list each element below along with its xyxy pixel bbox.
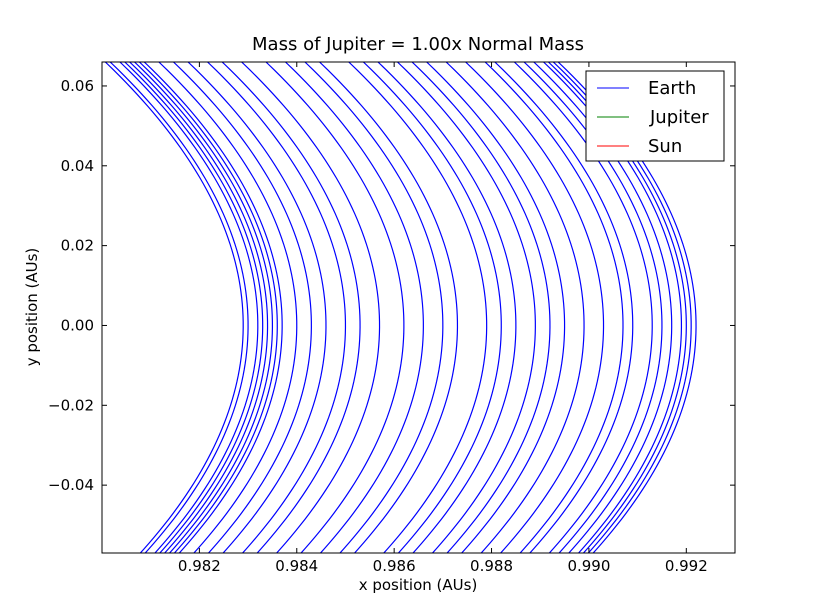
x-axis: 0.982 0.984 0.986 0.988 0.990 0.992 (178, 62, 708, 575)
series-layer (104, 62, 697, 553)
earth-orbit-arc (109, 62, 249, 553)
y-axis-title: y position (AUs) (23, 248, 41, 367)
earth-orbit-arc (206, 62, 347, 553)
y-tick-label: 0.02 (61, 237, 94, 255)
earth-orbit-arc (318, 62, 459, 553)
earth-orbit-arc (158, 62, 298, 553)
plot-area-frame (101, 61, 736, 554)
earth-orbit-arc (513, 62, 653, 553)
earth-orbit-arc (119, 62, 259, 553)
legend: Earth Jupiter Sun (585, 70, 725, 162)
earth-orbit-arc (172, 62, 312, 553)
earth-orbit-arc (221, 62, 361, 553)
y-tick-label: −0.02 (48, 396, 94, 414)
earth-orbit-arc (265, 62, 405, 553)
earth-orbit-arc (411, 62, 551, 553)
earth-orbit-arc (123, 62, 264, 553)
earth-orbit-arc (240, 62, 381, 553)
y-tick-label: 0.00 (61, 316, 94, 334)
y-tick-label: 0.04 (61, 157, 94, 175)
x-tick-label: 0.984 (275, 557, 318, 575)
x-tick-label: 0.990 (567, 557, 610, 575)
x-tick-label: 0.986 (373, 557, 416, 575)
earth-orbit-arc (484, 62, 624, 553)
earth-orbit-arc (187, 62, 327, 553)
earth-orbit-arc (362, 62, 502, 553)
earth-orbit-arc (425, 62, 566, 553)
earth-orbit-arc (138, 62, 278, 553)
x-tick-label: 0.992 (665, 557, 708, 575)
earth-orbit-arc (377, 62, 517, 553)
y-tick-label: −0.04 (48, 476, 94, 494)
legend-label-earth: Earth (648, 78, 696, 99)
legend-label-jupiter: Jupiter (649, 107, 709, 128)
x-tick-label: 0.988 (470, 557, 513, 575)
earth-orbit-arc (396, 62, 536, 553)
earth-orbit-arc (104, 62, 244, 553)
chart-title: Mass of Jupiter = 1.00x Normal Mass (252, 34, 584, 55)
earth-orbit-arc (133, 62, 274, 553)
earth-orbit-arc (284, 62, 424, 553)
earth-orbit-arc (445, 62, 585, 553)
y-tick-label: 0.06 (61, 77, 94, 95)
earth-orbit-arc (143, 62, 283, 553)
legend-label-sun: Sun (648, 136, 682, 157)
x-axis-title: x position (AUs) (359, 576, 478, 594)
earth-orbit-arc (128, 62, 269, 553)
earth-orbit-arc (493, 62, 634, 553)
y-axis: −0.04 −0.02 0.00 0.02 0.04 0.06 (48, 77, 735, 494)
earth-orbit-arc (464, 62, 605, 553)
earth-orbit-arc (347, 62, 488, 553)
earth-orbit-arc (304, 62, 444, 553)
x-tick-label: 0.982 (178, 557, 221, 575)
